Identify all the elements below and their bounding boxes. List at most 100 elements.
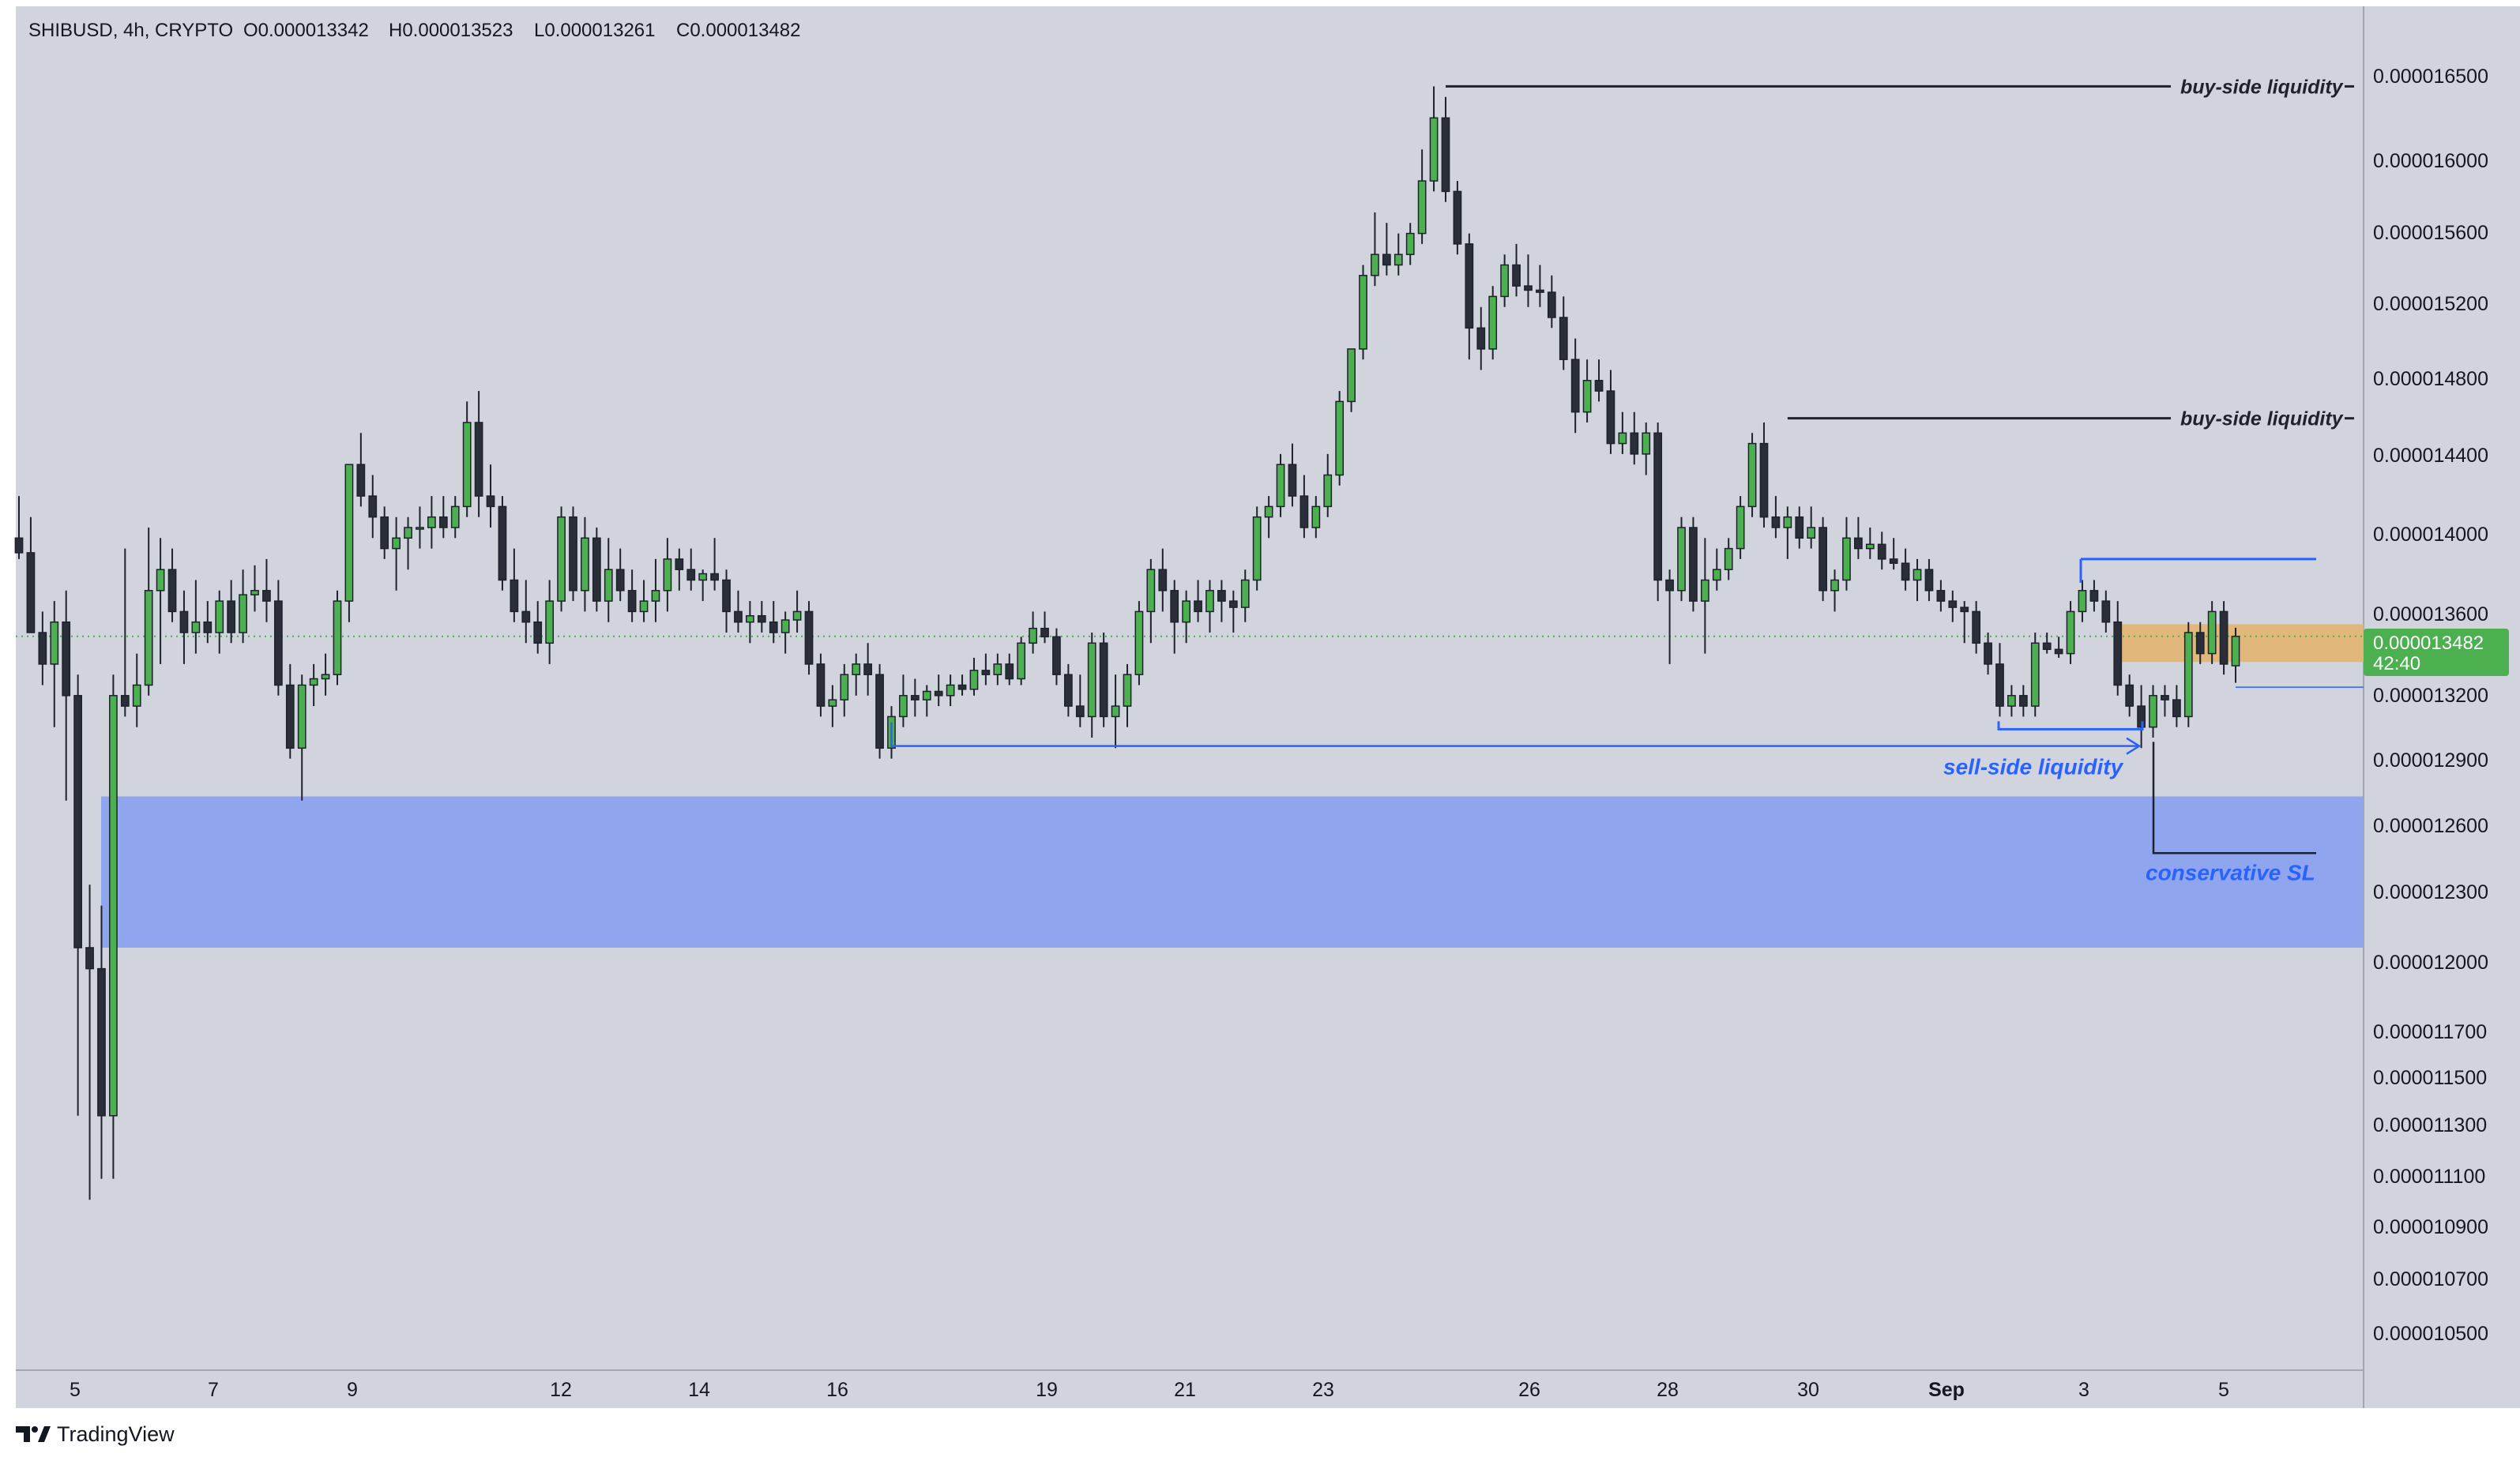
candle[interactable]: [734, 590, 743, 633]
candle[interactable]: [1512, 243, 1521, 297]
candle[interactable]: [757, 601, 766, 633]
candle[interactable]: [2219, 601, 2229, 675]
candle[interactable]: [698, 569, 708, 602]
candle[interactable]: [651, 558, 660, 622]
candle[interactable]: [1488, 286, 1498, 360]
candle[interactable]: [250, 565, 259, 612]
candle[interactable]: [780, 611, 790, 654]
candle[interactable]: [1984, 633, 1992, 675]
candle[interactable]: [1476, 306, 1486, 370]
candle[interactable]: [2030, 633, 2040, 717]
candle[interactable]: [120, 548, 130, 717]
candle[interactable]: [156, 538, 165, 664]
candle[interactable]: [144, 528, 153, 696]
candle[interactable]: [1335, 391, 1345, 486]
candle[interactable]: [1040, 611, 1049, 644]
candle[interactable]: [816, 653, 826, 717]
candle[interactable]: [333, 590, 342, 685]
candle[interactable]: [1972, 601, 1981, 654]
candles-layer[interactable]: [14, 86, 2240, 1200]
candle[interactable]: [1677, 516, 1686, 602]
candle[interactable]: [2101, 590, 2111, 633]
candle[interactable]: [1029, 611, 1037, 654]
candle[interactable]: [615, 548, 625, 602]
candle[interactable]: [840, 663, 849, 717]
candle[interactable]: [1948, 590, 1958, 622]
candle[interactable]: [592, 528, 601, 612]
candle[interactable]: [1075, 674, 1085, 727]
candle[interactable]: [1736, 496, 1745, 559]
candle[interactable]: [2231, 627, 2240, 683]
candle[interactable]: [1854, 516, 1863, 559]
candle[interactable]: [50, 601, 59, 727]
candle[interactable]: [109, 674, 118, 1179]
price-axis[interactable]: [2364, 6, 2520, 1408]
candle[interactable]: [2183, 622, 2193, 727]
candle[interactable]: [910, 678, 920, 717]
candle[interactable]: [297, 674, 307, 801]
candle[interactable]: [2042, 633, 2052, 654]
candle[interactable]: [934, 674, 943, 707]
candle[interactable]: [2018, 685, 2028, 717]
candle[interactable]: [969, 657, 979, 696]
candle[interactable]: [462, 401, 472, 517]
candle[interactable]: [663, 538, 672, 612]
candle[interactable]: [1417, 149, 1427, 244]
candle[interactable]: [1536, 265, 1544, 307]
candle[interactable]: [14, 496, 24, 559]
candle[interactable]: [1194, 580, 1202, 622]
candle[interactable]: [863, 643, 873, 696]
candle[interactable]: [438, 496, 448, 539]
last-price-tag[interactable]: 0.000013482 42:40: [2364, 629, 2509, 676]
candle[interactable]: [581, 516, 589, 612]
candle[interactable]: [946, 674, 955, 707]
candle[interactable]: [1382, 223, 1391, 276]
candle[interactable]: [62, 590, 71, 801]
candle[interactable]: [1665, 569, 1674, 664]
candle[interactable]: [1500, 254, 1509, 307]
candle[interactable]: [1689, 516, 1698, 612]
candle[interactable]: [427, 496, 436, 549]
candle[interactable]: [321, 653, 330, 696]
candle[interactable]: [521, 580, 531, 644]
candle[interactable]: [85, 884, 94, 1200]
candle[interactable]: [1582, 359, 1592, 423]
candle[interactable]: [639, 580, 649, 622]
candle[interactable]: [792, 590, 802, 633]
candle[interactable]: [1877, 531, 1886, 570]
candle[interactable]: [569, 506, 577, 602]
candle[interactable]: [416, 506, 424, 549]
candle[interactable]: [510, 548, 519, 622]
candle[interactable]: [899, 674, 908, 727]
candle[interactable]: [1441, 96, 1450, 202]
candle[interactable]: [1524, 254, 1533, 307]
candle[interactable]: [1288, 443, 1297, 507]
candle[interactable]: [1099, 633, 1108, 727]
candle[interactable]: [2089, 580, 2099, 612]
candle[interactable]: [1170, 580, 1179, 654]
candle[interactable]: [1830, 569, 1839, 612]
candle[interactable]: [203, 601, 213, 644]
candle[interactable]: [1936, 580, 1946, 612]
candle[interactable]: [1017, 637, 1026, 685]
candle[interactable]: [1005, 653, 1014, 685]
candle[interactable]: [2007, 685, 2016, 717]
candle[interactable]: [804, 601, 814, 675]
candle[interactable]: [627, 569, 637, 622]
candle[interactable]: [2125, 674, 2134, 717]
candle[interactable]: [2078, 580, 2087, 622]
candle[interactable]: [2172, 685, 2181, 727]
time-axis[interactable]: [16, 1370, 2364, 1408]
candle[interactable]: [1807, 506, 1816, 549]
candle[interactable]: [132, 653, 141, 727]
candle[interactable]: [1158, 548, 1168, 612]
candle[interactable]: [1570, 338, 1580, 434]
candle[interactable]: [1642, 423, 1651, 475]
candle[interactable]: [2207, 601, 2217, 664]
candle[interactable]: [2149, 685, 2157, 738]
candle[interactable]: [1394, 233, 1403, 276]
candle[interactable]: [769, 601, 778, 644]
candle[interactable]: [1995, 643, 2004, 717]
candle[interactable]: [922, 685, 931, 717]
candle[interactable]: [1299, 475, 1309, 539]
